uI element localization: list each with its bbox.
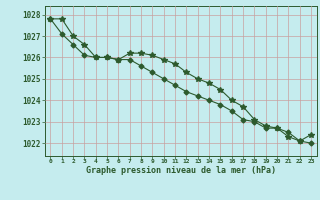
- X-axis label: Graphe pression niveau de la mer (hPa): Graphe pression niveau de la mer (hPa): [86, 166, 276, 175]
